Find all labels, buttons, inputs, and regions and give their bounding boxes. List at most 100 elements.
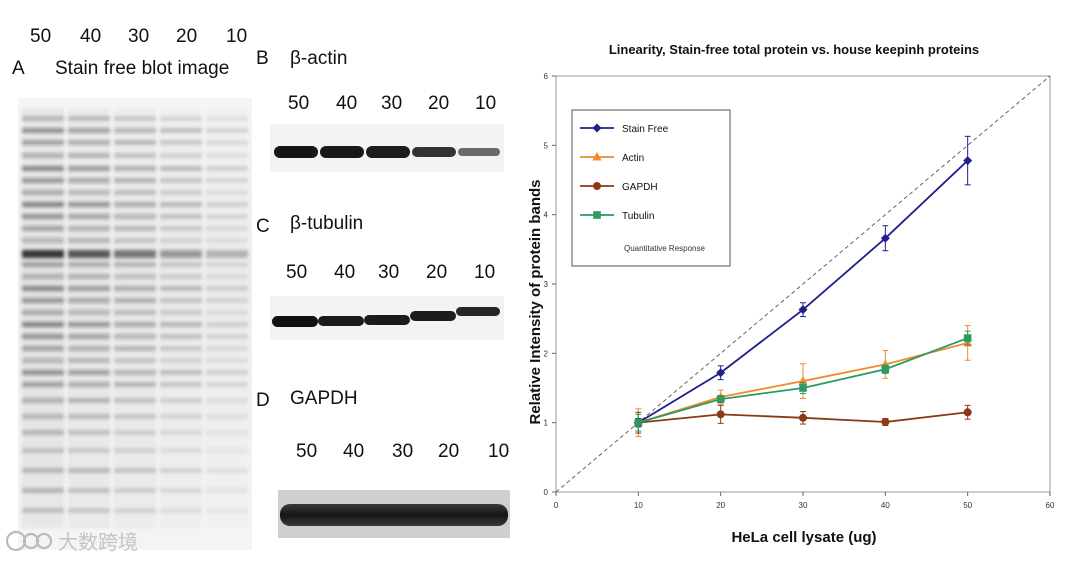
panel-d-lane-label: 20 <box>438 441 460 462</box>
chart-legend: Quantitative Response Stain Free Actin GAP… <box>571 109 731 267</box>
blot-band <box>114 310 156 315</box>
blot-lane-smear <box>206 108 248 528</box>
blot-band <box>114 398 156 403</box>
blot-band <box>160 382 202 387</box>
blot-band <box>160 346 202 351</box>
linearity-chart-svg: Linearity, Stain-free total protein vs. … <box>527 42 1055 546</box>
blot-band <box>114 214 156 219</box>
beta-actin-blot <box>270 124 504 172</box>
blot-band <box>114 116 156 121</box>
data-point <box>716 368 726 378</box>
blot-lane-smear <box>160 108 202 528</box>
blot-band <box>160 334 202 339</box>
panel-d-letter: D <box>256 390 270 411</box>
blot-band <box>206 140 248 145</box>
y-tick-label: 3 <box>544 280 549 289</box>
blot-band <box>114 226 156 231</box>
blot-band <box>206 370 248 375</box>
blot-band <box>318 316 364 326</box>
blot-band <box>206 310 248 315</box>
blot-band <box>206 334 248 339</box>
data-point <box>592 123 602 133</box>
blot-band <box>160 274 202 279</box>
blot-band <box>206 346 248 351</box>
beta-tubulin-blot <box>270 296 504 340</box>
panel-d-title: GAPDH <box>290 388 358 409</box>
x-tick-label: 10 <box>634 501 643 510</box>
y-tick-label: 2 <box>544 349 549 358</box>
blot-band <box>206 238 248 243</box>
data-point <box>881 365 890 374</box>
stain-free-blot-image <box>18 98 252 550</box>
data-point <box>881 417 890 426</box>
blot-band <box>206 166 248 171</box>
panel-a-letter: A <box>12 58 25 79</box>
blot-band <box>206 274 248 279</box>
blot-lane-smear <box>114 108 156 528</box>
legend-entry-label: Actin <box>622 153 644 164</box>
legend-entry-label: GAPDH <box>622 182 658 193</box>
blot-band <box>280 504 508 526</box>
blot-band <box>160 310 202 315</box>
blot-band <box>160 153 202 158</box>
blot-band <box>114 334 156 339</box>
blot-band <box>206 448 248 453</box>
panel-a-lane-label: 40 <box>80 26 102 47</box>
blot-band <box>114 286 156 291</box>
blot-band <box>206 178 248 183</box>
watermark-text: 大数跨境 <box>58 530 138 554</box>
blot-band <box>114 322 156 327</box>
series-gapdh <box>634 404 972 434</box>
data-point <box>592 152 602 161</box>
panel-a-lane-label: 20 <box>176 26 198 47</box>
y-tick-label: 5 <box>544 141 549 150</box>
panel-d-lane-label: 40 <box>343 441 365 462</box>
blot-band <box>114 202 156 207</box>
data-point <box>593 211 601 219</box>
blot-band <box>114 430 156 435</box>
blot-band <box>206 468 248 473</box>
blot-band <box>114 153 156 158</box>
blot-band <box>114 370 156 375</box>
blot-band <box>160 448 202 453</box>
panel-a-title: Stain free blot image <box>55 58 230 79</box>
x-tick-label: 0 <box>554 501 559 510</box>
blot-band <box>114 346 156 351</box>
blot-band <box>206 398 248 403</box>
blot-band <box>160 116 202 121</box>
panel-c-lane-label: 10 <box>474 262 496 283</box>
y-tick-label: 4 <box>544 211 549 220</box>
watermark-logo-icon <box>6 530 53 551</box>
linearity-chart: Linearity, Stain-free total protein vs. … <box>510 30 1078 558</box>
blot-band <box>458 148 500 156</box>
panel-b-lane-label: 40 <box>336 93 358 114</box>
blot-band <box>274 146 318 158</box>
panel-d-lane-label: 30 <box>392 441 414 462</box>
panel-c-lane-label: 50 <box>286 262 308 283</box>
blot-band <box>206 153 248 158</box>
data-point <box>798 305 808 315</box>
blot-band <box>114 166 156 171</box>
legend-entry-label: Tubulin <box>622 211 654 222</box>
blot-band <box>206 488 248 493</box>
blot-band <box>160 322 202 327</box>
blot-band <box>206 508 248 513</box>
data-point <box>963 156 973 166</box>
data-point <box>716 410 725 419</box>
blot-band <box>206 214 248 219</box>
chart-x-axis-label: HeLa cell lysate (ug) <box>731 529 876 546</box>
blot-band <box>206 430 248 435</box>
blot-band <box>160 398 202 403</box>
blot-band <box>114 488 156 493</box>
blot-band <box>160 190 202 195</box>
blot-band <box>206 358 248 363</box>
blot-band <box>114 190 156 195</box>
blot-band <box>114 448 156 453</box>
blot-band <box>160 488 202 493</box>
blot-band <box>160 238 202 243</box>
blot-lane-smear <box>68 108 110 528</box>
data-point <box>634 418 643 427</box>
blot-band <box>410 311 456 321</box>
blot-band <box>206 116 248 121</box>
blot-band <box>272 316 318 327</box>
